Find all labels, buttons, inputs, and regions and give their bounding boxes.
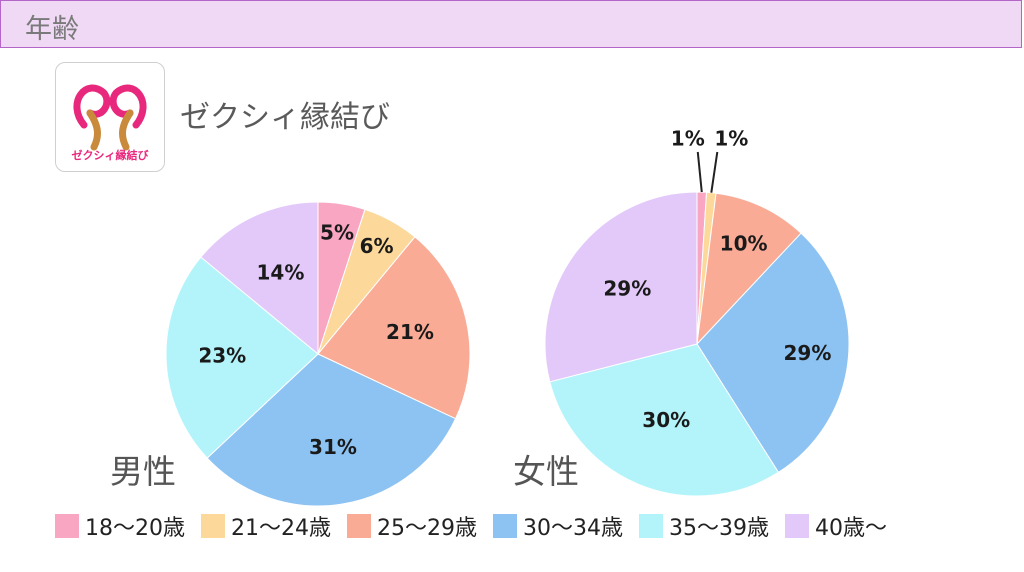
slice-value-label: 6%: [360, 234, 394, 258]
pie-slice: [317, 236, 471, 420]
slice-value-label: 14%: [257, 261, 305, 285]
logo-mark-icon: [73, 84, 147, 151]
legend-swatch: [639, 514, 663, 538]
section-header: 年齢: [0, 0, 1022, 48]
pie-slice: [696, 192, 802, 346]
slice-value-label: 29%: [784, 341, 832, 365]
pie-slice: [206, 353, 457, 507]
legend-label: 18〜20歳: [85, 516, 185, 541]
leader-line: [710, 151, 719, 193]
brand-name: ゼクシィ縁結び: [180, 100, 390, 135]
legend-label: 25〜29歳: [377, 516, 477, 541]
pie-slice: [544, 191, 698, 383]
slice-value-label: 1%: [714, 127, 748, 151]
slice-value-label: 30%: [642, 408, 690, 432]
legend-label: 30〜34歳: [523, 516, 623, 541]
legend-label: 21〜24歳: [231, 516, 331, 541]
legend: 18〜20歳 21〜24歳 25〜29歳 30〜34歳 35〜39歳 40歳〜: [55, 510, 903, 542]
legend-swatch: [201, 514, 225, 538]
legend-swatch: [785, 514, 809, 538]
leader-line: [696, 151, 703, 193]
legend-label: 35〜39歳: [669, 516, 769, 541]
slice-value-label: 10%: [720, 231, 768, 255]
pie-slice: [696, 232, 850, 474]
app-logo: ゼクシィ縁結び: [55, 62, 165, 172]
male-label: 男性: [110, 452, 176, 491]
logo-caption: ゼクシィ縁結び: [71, 149, 149, 162]
slice-value-label: 21%: [386, 320, 434, 344]
legend-label: 40歳〜: [815, 516, 887, 541]
pie-slice: [200, 201, 319, 356]
legend-item: 35〜39歳: [639, 510, 769, 542]
legend-item: 40歳〜: [785, 510, 887, 542]
legend-swatch: [347, 514, 371, 538]
female-label: 女性: [513, 452, 579, 491]
legend-swatch: [55, 514, 79, 538]
legend-item: 30〜34歳: [493, 510, 623, 542]
legend-item: 21〜24歳: [201, 510, 331, 542]
legend-item: 18〜20歳: [55, 510, 185, 542]
legend-swatch: [493, 514, 517, 538]
header-title: 年齢: [25, 14, 79, 45]
slice-value-label: 5%: [320, 220, 354, 244]
pie-slice: [165, 256, 319, 459]
slice-value-label: 31%: [309, 435, 357, 459]
slice-value-label: 23%: [198, 344, 246, 368]
pie-slice: [549, 343, 780, 497]
slice-value-label: 1%: [671, 127, 705, 151]
slice-value-label: 29%: [603, 276, 651, 300]
legend-item: 25〜29歳: [347, 510, 477, 542]
